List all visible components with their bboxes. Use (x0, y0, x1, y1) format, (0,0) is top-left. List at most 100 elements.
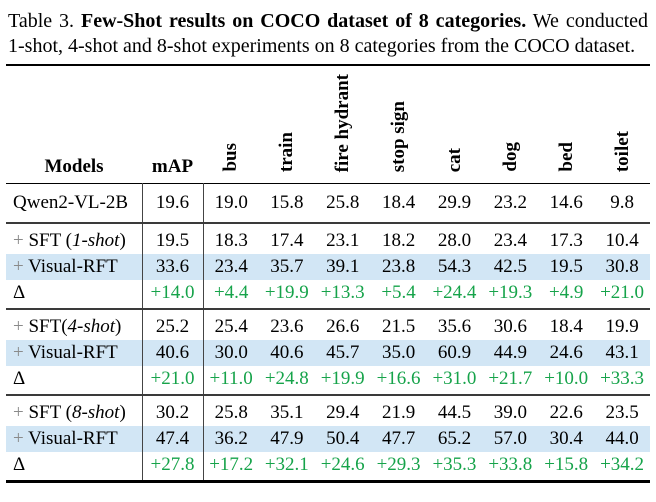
map-value: 33.6 (141, 254, 204, 280)
category-value: 23.1 (326, 230, 360, 251)
plus-sign: + (13, 230, 24, 251)
model-label: + Visual-RFT (13, 256, 118, 277)
category-value: 9.8 (610, 192, 634, 213)
category-value: 25.8 (326, 192, 360, 213)
plus-sign: + (13, 256, 24, 277)
category-value: 44.0 (605, 428, 639, 449)
category-value: 35.6 (437, 316, 472, 337)
category-value: 23.4 (493, 230, 527, 251)
category-value: 28.0 (437, 230, 472, 251)
category-value: 25.8 (214, 402, 248, 423)
category-value: 10.4 (605, 230, 639, 251)
model-label: + Visual-RFT (13, 428, 118, 449)
category-value: 65.2 (437, 428, 472, 449)
table-row-baseline: Qwen2-VL-2B 19.6 19.0 15.8 25.8 18.4 29.… (6, 183, 650, 223)
category-value: 18.4 (549, 316, 583, 337)
category-delta-value: +19.9 (320, 368, 365, 389)
category-value: 57.0 (493, 428, 527, 449)
table-row-sft-1shot: + SFT (1-shot) 19.5 18.3 17.4 23.1 18.2 … (6, 223, 650, 254)
category-delta-value: +19.9 (264, 282, 309, 303)
category-value: 30.0 (214, 342, 248, 363)
header-category-train: train (276, 131, 298, 172)
category-value: 22.6 (549, 402, 583, 423)
results-table: Models mAP bus train fire hydrant stop s… (6, 66, 650, 483)
table-row-delta-4shot: Δ +21.0 +11.0 +24.8 +19.9 +16.6 +31.0 +2… (6, 366, 650, 395)
category-delta-value: +21.7 (488, 368, 533, 389)
map-delta-value: +21.0 (141, 366, 204, 395)
category-delta-value: +16.6 (376, 368, 421, 389)
category-delta-value: +4.9 (548, 282, 584, 303)
category-delta-value: +35.3 (432, 454, 477, 475)
table-row-delta-1shot: Δ +14.0 +4.4 +19.9 +13.3 +5.4 +24.4 +19.… (6, 280, 650, 309)
category-delta-value: +15.8 (544, 454, 589, 475)
category-delta-value: +33.3 (600, 368, 645, 389)
results-table-container: Models mAP bus train fire hydrant stop s… (6, 64, 650, 483)
map-value: 47.4 (141, 426, 204, 452)
plus-sign: + (13, 342, 24, 363)
category-delta-value: +19.3 (488, 282, 533, 303)
model-label: Qwen2-VL-2B (13, 192, 129, 213)
category-value: 54.3 (437, 256, 472, 277)
category-delta-value: +21.0 (600, 282, 645, 303)
category-value: 44.9 (493, 342, 527, 363)
table-row-sft-4shot: + SFT(4-shot) 25.2 25.4 23.6 26.6 21.5 3… (6, 309, 650, 340)
map-value: 19.6 (141, 183, 204, 223)
category-value: 19.0 (214, 192, 248, 213)
category-delta-value: +24.8 (264, 368, 309, 389)
header-category-cat: cat (443, 147, 465, 172)
category-value: 36.2 (214, 428, 248, 449)
category-value: 40.6 (270, 342, 304, 363)
header-category-fire-hydrant: fire hydrant (332, 73, 354, 172)
category-value: 43.1 (605, 342, 639, 363)
category-value: 26.6 (326, 316, 360, 337)
category-value: 21.9 (381, 402, 416, 423)
category-value: 45.7 (326, 342, 360, 363)
model-label: + Visual-RFT (13, 342, 118, 363)
map-delta-value: +14.0 (141, 280, 204, 309)
category-delta-value: +24.4 (432, 282, 477, 303)
category-value: 19.9 (605, 316, 639, 337)
header-category-bed: bed (555, 142, 577, 172)
map-value: 30.2 (141, 395, 204, 426)
caption-title: Few-Shot results on COCO dataset of 8 ca… (80, 10, 527, 32)
table-row-visual-rft-4shot: + Visual-RFT 40.6 30.0 40.6 45.7 35.0 60… (6, 340, 650, 366)
category-value: 17.3 (549, 230, 583, 251)
table-row-visual-rft-1shot: + Visual-RFT 33.6 23.4 35.7 39.1 23.8 54… (6, 254, 650, 280)
model-label: + SFT (1-shot) (13, 230, 126, 251)
header-category-toilet: toilet (611, 130, 633, 172)
category-delta-value: +4.4 (213, 282, 249, 303)
header-row: Models mAP bus train fire hydrant stop s… (6, 66, 650, 184)
category-value: 47.9 (270, 428, 304, 449)
header-category-bus: bus (220, 143, 242, 172)
delta-label: Δ (13, 454, 26, 475)
category-delta-value: +29.3 (376, 454, 421, 475)
category-delta-value: +31.0 (432, 368, 477, 389)
category-value: 30.6 (493, 316, 527, 337)
caption-label: Table 3. (8, 10, 75, 32)
category-value: 18.4 (381, 192, 416, 213)
category-value: 60.9 (437, 342, 472, 363)
model-label: + SFT(4-shot) (13, 316, 122, 337)
map-value: 40.6 (141, 340, 204, 366)
category-delta-value: +5.4 (381, 282, 416, 303)
category-value: 23.2 (493, 192, 527, 213)
model-label: + SFT (8-shot) (13, 402, 126, 423)
category-delta-value: +13.3 (320, 282, 365, 303)
category-value: 39.0 (493, 402, 527, 423)
category-value: 35.1 (270, 402, 304, 423)
category-delta-value: +10.0 (544, 368, 589, 389)
delta-label: Δ (13, 282, 26, 303)
category-value: 23.8 (381, 256, 416, 277)
map-value: 19.5 (141, 223, 204, 254)
category-value: 23.4 (214, 256, 248, 277)
category-value: 47.7 (381, 428, 416, 449)
category-value: 17.4 (270, 230, 304, 251)
category-delta-value: +11.0 (209, 368, 253, 389)
table-row-delta-8shot: Δ +27.8 +17.2 +32.1 +24.6 +29.3 +35.3 +3… (6, 452, 650, 482)
category-value: 25.4 (214, 316, 248, 337)
header-category-dog: dog (499, 142, 521, 172)
category-value: 18.3 (214, 230, 248, 251)
category-value: 29.9 (437, 192, 472, 213)
category-value: 19.5 (549, 256, 583, 277)
header-models: Models (44, 156, 104, 177)
